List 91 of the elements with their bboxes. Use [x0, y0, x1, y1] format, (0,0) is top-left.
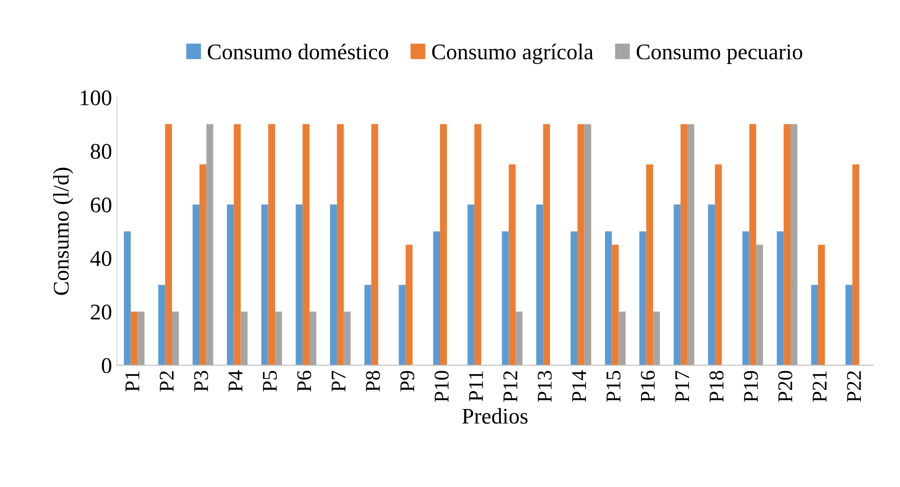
x-tick-label: P22 — [847, 371, 861, 402]
x-tick-label: P1 — [125, 371, 140, 392]
bar — [130, 312, 138, 366]
bar — [543, 124, 550, 366]
bar — [440, 124, 447, 366]
bar — [639, 231, 646, 366]
bar — [749, 124, 756, 366]
bar — [680, 124, 688, 366]
bar — [344, 312, 351, 366]
x-tick-label: P10 — [434, 370, 449, 402]
bar — [268, 124, 276, 366]
bar — [433, 231, 440, 366]
bar — [406, 244, 413, 366]
bar — [776, 231, 784, 366]
y-tick-label: 0 — [102, 358, 112, 374]
x-tick-label: P21 — [812, 371, 826, 402]
bar — [818, 244, 825, 366]
x-axis-title: Predios — [462, 408, 528, 424]
x-tick-label: P11 — [469, 371, 483, 402]
legend-label: Consumo doméstico — [208, 44, 388, 60]
bar — [226, 204, 234, 366]
bar — [330, 204, 337, 366]
bar — [165, 124, 172, 366]
bar — [474, 124, 482, 366]
bar — [296, 204, 303, 366]
x-tick-label: P2 — [160, 371, 174, 392]
bar — [790, 124, 798, 366]
x-tick-label: P9 — [400, 370, 414, 392]
bar — [516, 312, 522, 366]
x-tick-label: P7 — [332, 370, 346, 392]
y-tick-label: 80 — [90, 144, 112, 159]
bar — [570, 231, 578, 366]
bar — [124, 231, 131, 366]
x-tick-label: P15 — [606, 370, 620, 402]
bar — [536, 204, 544, 366]
bar — [261, 204, 268, 366]
bar — [364, 284, 372, 366]
bar — [502, 231, 509, 366]
bar — [674, 204, 681, 366]
x-tick-label: P3 — [194, 370, 208, 392]
bar — [852, 164, 860, 366]
y-tick-label: 100 — [80, 90, 112, 106]
bar — [811, 284, 818, 366]
bar — [612, 244, 619, 366]
bar — [302, 124, 310, 366]
bar — [468, 204, 474, 366]
bar — [192, 204, 200, 366]
x-tick-label: P8 — [366, 370, 380, 392]
bar — [336, 124, 344, 366]
y-axis-title: Consumo (l/d) — [53, 168, 74, 295]
bar — [742, 231, 750, 366]
bar — [646, 164, 654, 366]
x-tick-label: P17 — [675, 370, 690, 402]
bar — [604, 231, 612, 366]
bar — [846, 284, 852, 366]
x-tick-label: P20 — [778, 370, 792, 402]
bar — [275, 312, 282, 366]
bar — [577, 124, 584, 366]
bar — [158, 284, 166, 366]
x-tick-label: P13 — [538, 370, 552, 402]
x-tick-label: P16 — [640, 370, 655, 402]
bar — [371, 124, 378, 366]
bar — [618, 312, 626, 366]
bar — [756, 244, 764, 366]
x-tick-label: P4 — [228, 370, 242, 392]
x-tick-label: P18 — [710, 370, 724, 402]
bar — [199, 164, 206, 366]
bar — [508, 164, 516, 366]
x-tick-label: P14 — [572, 370, 586, 402]
bar — [309, 312, 316, 366]
bar — [714, 164, 722, 366]
bar — [784, 124, 791, 366]
x-tick-label: P19 — [744, 370, 758, 402]
legend-label: Consumo agrícola — [432, 44, 594, 64]
bar — [398, 284, 406, 366]
legend-label: Consumo pecuario — [636, 44, 802, 64]
y-tick-label: 20 — [90, 304, 112, 320]
bar — [240, 312, 248, 366]
bar — [234, 124, 241, 366]
bar — [206, 124, 214, 366]
bar — [708, 204, 715, 366]
y-tick-label: 40 — [90, 251, 112, 266]
x-tick-label: P5 — [263, 370, 277, 392]
bar — [687, 124, 694, 366]
y-tick-label: 60 — [90, 197, 112, 212]
bar — [653, 312, 660, 366]
bar — [138, 312, 144, 366]
x-tick-label: P6 — [297, 370, 312, 392]
bar — [584, 124, 592, 366]
x-tick-label: P12 — [503, 371, 518, 402]
bar — [172, 312, 179, 366]
